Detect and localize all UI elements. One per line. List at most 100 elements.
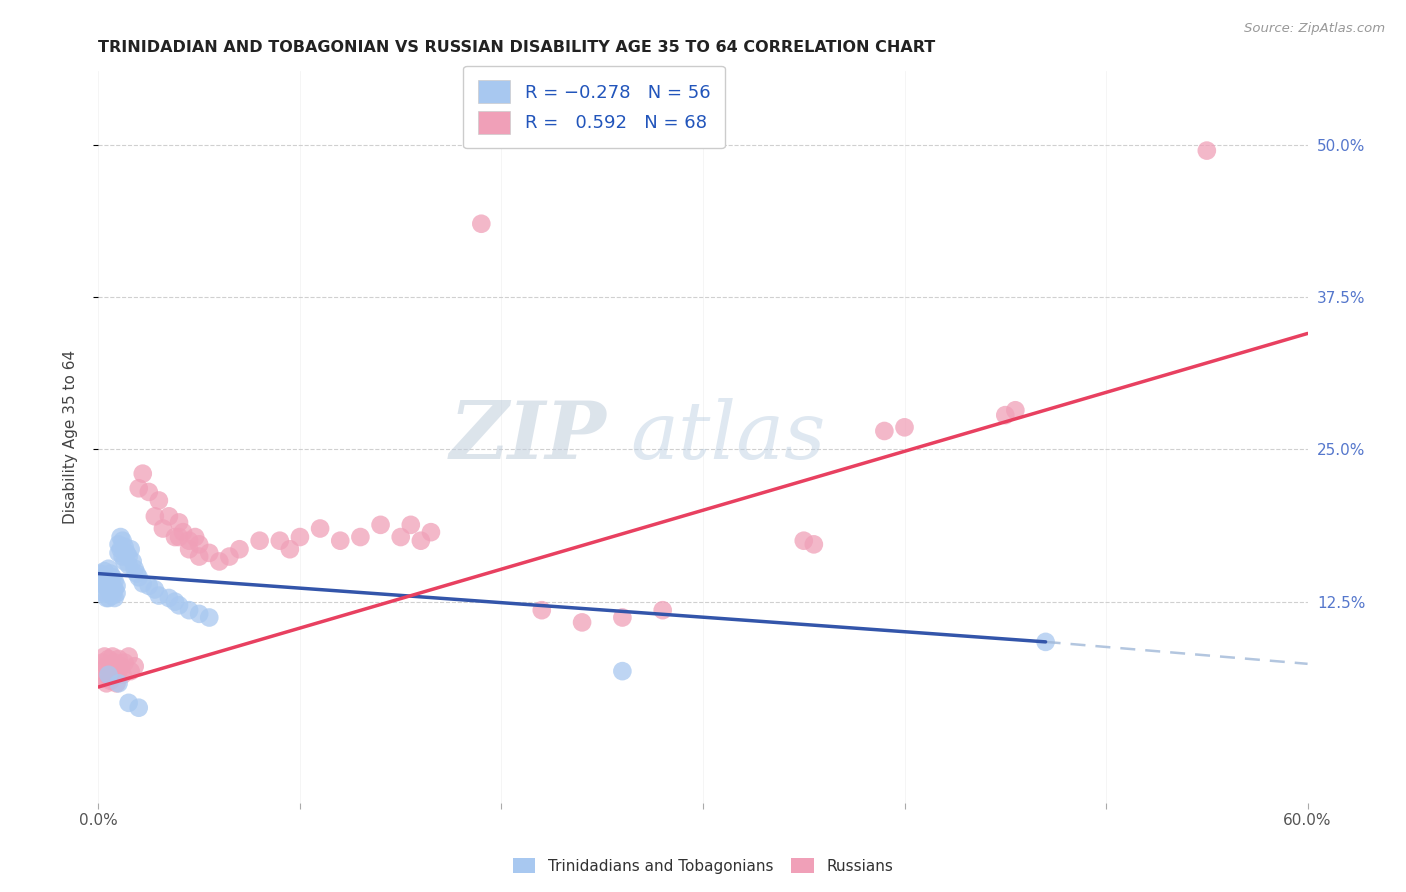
Point	[612, 664, 634, 678]
Point	[184, 530, 207, 544]
Point	[121, 554, 143, 568]
Point	[105, 586, 128, 600]
Point	[107, 664, 129, 678]
Point	[612, 610, 634, 624]
Point	[148, 589, 170, 603]
Point	[198, 546, 221, 560]
Point	[111, 533, 134, 548]
Point	[389, 530, 412, 544]
Point	[91, 656, 114, 670]
Point	[118, 558, 141, 573]
Point	[873, 424, 896, 438]
Point	[278, 542, 301, 557]
Point	[93, 579, 115, 593]
Point	[208, 554, 231, 568]
Point	[269, 533, 291, 548]
Point	[107, 676, 129, 690]
Point	[110, 530, 132, 544]
Point	[103, 574, 125, 588]
Point	[530, 603, 553, 617]
Point	[103, 591, 125, 605]
Point	[651, 603, 673, 617]
Point	[93, 649, 115, 664]
Point	[179, 603, 201, 617]
Point	[793, 533, 815, 548]
Text: Source: ZipAtlas.com: Source: ZipAtlas.com	[1244, 22, 1385, 36]
Point	[188, 537, 211, 551]
Point	[163, 530, 186, 544]
Point	[188, 549, 211, 564]
Point	[114, 554, 136, 568]
Point	[93, 586, 115, 600]
Point	[128, 700, 150, 714]
Point	[103, 582, 125, 597]
Point	[100, 566, 122, 581]
Point	[128, 570, 150, 584]
Point	[128, 481, 150, 495]
Point	[571, 615, 593, 630]
Point	[91, 574, 114, 588]
Point	[105, 579, 128, 593]
Point	[91, 570, 114, 584]
Point	[101, 649, 124, 664]
Point	[114, 656, 136, 670]
Point	[198, 610, 221, 624]
Point	[118, 549, 141, 564]
Point	[118, 649, 141, 664]
Point	[167, 530, 190, 544]
Point	[100, 586, 122, 600]
Legend: R = −0.278   N = 56, R =   0.592   N = 68: R = −0.278 N = 56, R = 0.592 N = 68	[464, 66, 725, 148]
Point	[110, 542, 132, 557]
Point	[370, 517, 392, 532]
Point	[101, 579, 124, 593]
Point	[111, 549, 134, 564]
Point	[100, 659, 122, 673]
Point	[96, 676, 118, 690]
Point	[89, 664, 111, 678]
Point	[399, 517, 422, 532]
Point	[1035, 635, 1057, 649]
Point	[101, 589, 124, 603]
Point	[97, 562, 120, 576]
Point	[124, 562, 146, 576]
Point	[89, 566, 111, 581]
Point	[97, 582, 120, 597]
Point	[101, 570, 124, 584]
Point	[143, 509, 166, 524]
Point	[349, 530, 371, 544]
Point	[97, 652, 120, 666]
Point	[97, 591, 120, 605]
Point	[120, 664, 142, 678]
Point	[138, 485, 160, 500]
Point	[115, 546, 138, 560]
Point	[96, 659, 118, 673]
Point	[103, 656, 125, 670]
Text: ZIP: ZIP	[450, 399, 606, 475]
Point	[179, 542, 201, 557]
Point	[100, 673, 122, 688]
Text: TRINIDADIAN AND TOBAGONIAN VS RUSSIAN DISABILITY AGE 35 TO 64 CORRELATION CHART: TRINIDADIAN AND TOBAGONIAN VS RUSSIAN DI…	[98, 40, 935, 55]
Point	[93, 672, 115, 686]
Point	[132, 576, 155, 591]
Point	[138, 579, 160, 593]
Point	[157, 591, 180, 605]
Point	[1195, 144, 1218, 158]
Point	[110, 659, 132, 673]
Point	[96, 579, 118, 593]
Point	[107, 652, 129, 666]
Point	[97, 574, 120, 588]
Point	[132, 467, 155, 481]
Point	[148, 493, 170, 508]
Point	[105, 676, 128, 690]
Point	[93, 564, 115, 578]
Point	[105, 662, 128, 676]
Point	[470, 217, 492, 231]
Point	[118, 696, 141, 710]
Point	[172, 525, 194, 540]
Y-axis label: Disability Age 35 to 64: Disability Age 35 to 64	[63, 350, 77, 524]
Point	[103, 667, 125, 681]
Point	[803, 537, 825, 551]
Point	[96, 591, 118, 605]
Point	[111, 667, 134, 681]
Point	[288, 530, 311, 544]
